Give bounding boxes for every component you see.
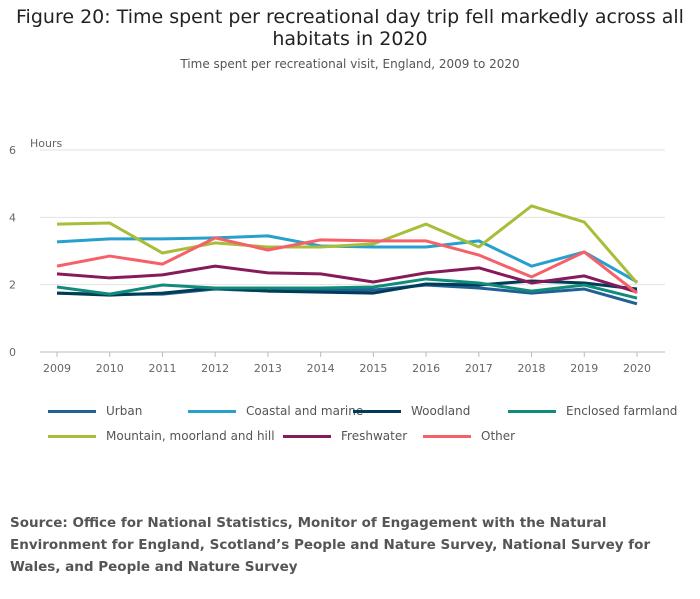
legend-label: Urban	[106, 404, 143, 418]
y-tick-label: 6	[9, 144, 16, 157]
x-tick-label: 2017	[465, 362, 493, 375]
legend-swatch	[48, 409, 96, 413]
x-tick-label: 2015	[359, 362, 387, 375]
legend-label: Enclosed farmland	[566, 404, 678, 418]
x-tick-label: 2020	[623, 362, 651, 375]
series-line-enclosed-farmland	[56, 277, 638, 300]
x-tick-label: 2016	[412, 362, 440, 375]
legend-label: Coastal and marine	[246, 404, 364, 418]
x-tick-label: 2014	[307, 362, 335, 375]
x-tick-label: 2012	[201, 362, 229, 375]
y-axis-label: Hours	[30, 137, 62, 150]
legend-swatch	[353, 409, 401, 413]
chart-title: Figure 20: Time spent per recreational d…	[16, 6, 684, 50]
legend-swatch	[283, 434, 331, 438]
legend-label: Woodland	[411, 404, 471, 418]
legend-label: Other	[481, 429, 516, 443]
legend-item: Other	[423, 429, 515, 443]
y-tick-label: 0	[9, 346, 16, 359]
legend-swatch	[508, 409, 556, 413]
legend-item: Enclosed farmland	[508, 404, 677, 418]
x-tick-label: 2010	[96, 362, 124, 375]
series-line-mountain-moorland-and-hill	[56, 204, 639, 284]
legend-item: Freshwater	[283, 429, 407, 443]
x-tick-label: 2013	[254, 362, 282, 375]
legend-swatch	[423, 434, 471, 438]
legend-item: Coastal and marine	[188, 404, 363, 418]
legend-label: Freshwater	[341, 429, 408, 443]
series-line-other	[56, 236, 638, 295]
y-tick-label: 4	[9, 211, 16, 224]
x-tick-label: 2018	[518, 362, 546, 375]
line-chart: 0 2 4 6 Hours 2009 2010 2011 2012 2013 2014 2015 201…	[9, 137, 665, 375]
legend-item: Urban	[48, 404, 142, 418]
legend-item: Woodland	[353, 404, 470, 418]
x-tick-label: 2009	[43, 362, 71, 375]
y-tick-label: 2	[9, 279, 16, 292]
legend-item: Mountain, moorland and hill	[48, 429, 275, 443]
legend-label: Mountain, moorland and hill	[106, 429, 275, 443]
source-note: Source: Office for National Statistics, …	[10, 515, 651, 575]
legend-swatch	[188, 409, 236, 413]
chart-subtitle: Time spent per recreational visit, Engla…	[180, 57, 520, 71]
x-tick-label: 2011	[148, 362, 176, 375]
x-tick-label: 2019	[570, 362, 598, 375]
series-line-freshwater	[56, 264, 638, 294]
legend-swatch	[48, 434, 96, 438]
